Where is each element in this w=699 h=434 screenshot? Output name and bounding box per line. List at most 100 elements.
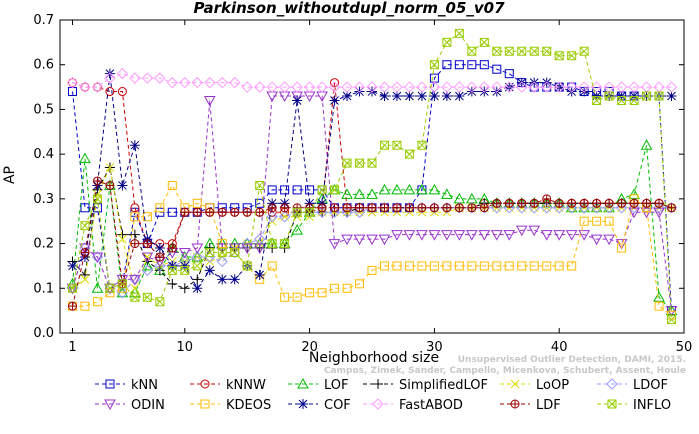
data-point xyxy=(79,152,91,164)
data-point xyxy=(504,69,514,79)
data-point xyxy=(267,185,277,195)
x-axis-label: Neighborhood size xyxy=(309,350,439,366)
x-tick-label: 30 xyxy=(426,340,443,355)
series-line-cof xyxy=(72,73,672,290)
data-point xyxy=(266,81,278,93)
data-point xyxy=(416,91,427,102)
legend-marker xyxy=(606,378,618,390)
data-point xyxy=(155,203,165,213)
data-point xyxy=(342,203,352,213)
data-point xyxy=(303,81,316,93)
data-point xyxy=(205,248,215,258)
x-axis: 1 10 20 30 40 50 xyxy=(68,20,692,355)
legend-label: COF xyxy=(324,398,351,413)
data-point xyxy=(442,37,452,47)
series-line-fastabod xyxy=(72,73,672,88)
legend-label: LDOF xyxy=(633,378,668,393)
y-tick-label: 0.4 xyxy=(33,147,54,162)
data-point xyxy=(80,274,90,284)
series-inflo xyxy=(67,28,677,325)
data-point xyxy=(117,229,128,240)
data-point xyxy=(142,292,152,302)
data-point xyxy=(117,279,127,289)
data-point xyxy=(367,158,377,168)
data-point xyxy=(453,81,466,93)
data-point xyxy=(454,261,464,271)
data-point xyxy=(305,185,315,195)
data-point xyxy=(80,221,90,231)
legend-label: ODIN xyxy=(131,398,165,413)
data-point xyxy=(217,274,228,285)
data-point xyxy=(105,180,115,190)
data-point xyxy=(454,91,465,102)
data-point xyxy=(628,81,640,93)
data-point xyxy=(667,203,677,213)
data-point xyxy=(192,261,202,271)
data-point xyxy=(353,81,366,93)
data-point xyxy=(567,51,577,61)
data-point xyxy=(604,198,614,208)
data-point xyxy=(667,315,677,325)
legend-item-loop: LoOP xyxy=(500,378,569,393)
data-point xyxy=(428,183,441,195)
y-tick-label: 0.2 xyxy=(33,237,54,252)
data-point xyxy=(391,91,402,102)
legend-item-knnw: kNNW xyxy=(190,378,266,393)
data-point xyxy=(492,261,502,271)
data-point xyxy=(230,207,240,217)
data-point xyxy=(216,255,228,268)
x-tick-label: 1 xyxy=(68,340,76,355)
data-point xyxy=(216,76,228,89)
data-point xyxy=(292,95,303,106)
data-point xyxy=(92,176,102,186)
data-point xyxy=(404,203,414,213)
y-tick-label: 0.5 xyxy=(33,102,54,117)
data-point xyxy=(217,248,227,258)
data-point xyxy=(467,46,477,56)
x-tick-label: 50 xyxy=(676,340,693,355)
data-point xyxy=(230,248,240,258)
data-point xyxy=(542,261,552,271)
data-point xyxy=(629,198,639,208)
legend-item-lof: LOF xyxy=(288,377,349,393)
data-point xyxy=(417,261,427,271)
data-point xyxy=(167,180,177,190)
data-point xyxy=(529,261,539,271)
data-point xyxy=(442,203,452,213)
data-point xyxy=(642,91,652,101)
data-point xyxy=(192,198,202,208)
data-point xyxy=(229,274,240,285)
data-point xyxy=(367,203,377,213)
data-point xyxy=(255,207,265,217)
data-point xyxy=(67,301,77,311)
series-fastabod xyxy=(66,67,678,93)
data-point xyxy=(391,81,403,93)
data-point xyxy=(130,212,140,222)
data-point xyxy=(280,292,290,302)
y-axis-label: AP xyxy=(2,166,18,184)
data-point xyxy=(317,288,327,298)
x-tick-label: 20 xyxy=(301,340,318,355)
data-point xyxy=(180,207,190,217)
data-point xyxy=(592,198,602,208)
data-point xyxy=(341,81,353,93)
data-point xyxy=(278,211,291,223)
data-point xyxy=(416,81,428,93)
data-point xyxy=(280,239,290,249)
data-point xyxy=(141,252,154,264)
legend-marker xyxy=(105,379,115,389)
data-point xyxy=(403,183,416,195)
data-point xyxy=(191,76,203,89)
data-point xyxy=(416,183,428,195)
data-point xyxy=(117,87,127,97)
data-point xyxy=(67,78,77,88)
data-point xyxy=(541,81,553,93)
data-point xyxy=(629,95,639,105)
data-point xyxy=(515,225,528,237)
data-point xyxy=(105,163,115,172)
data-point xyxy=(441,188,453,199)
data-point xyxy=(204,265,215,276)
data-point xyxy=(503,81,515,93)
data-point xyxy=(267,261,277,271)
data-point xyxy=(142,212,152,222)
